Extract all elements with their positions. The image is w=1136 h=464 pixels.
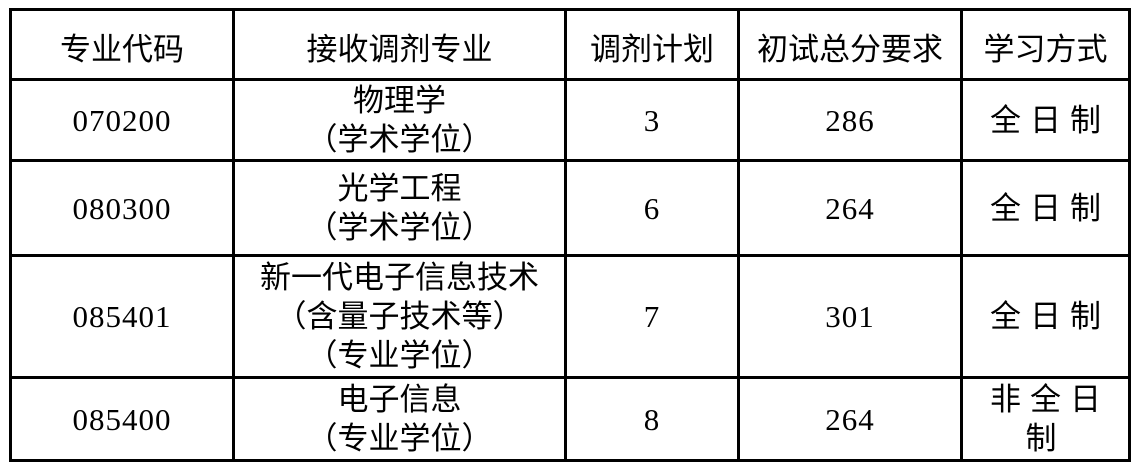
col-header-study-mode: 学习方式 [960, 8, 1131, 81]
cell-transfer-plan: 8 [564, 376, 740, 462]
cell-major-name: 新一代电子信息技术 （含量子技术等） （专业学位） [232, 254, 567, 379]
cell-major-code: 085401 [9, 254, 235, 379]
cell-study-mode: 非全日制 [960, 376, 1131, 462]
cell-score-requirement: 286 [737, 78, 963, 162]
cell-transfer-plan: 3 [564, 78, 740, 162]
table-row: 070200 物理学 （学术学位） 3 286 全日制 [9, 78, 1131, 162]
major-name-line: 物理学 [353, 83, 446, 118]
major-degree-type-line: （专业学位） [306, 421, 493, 456]
cell-major-code: 070200 [9, 78, 235, 162]
major-degree-type-line: （学术学位） [306, 122, 493, 157]
cell-study-mode: 全日制 [960, 78, 1131, 162]
cell-major-name: 电子信息 （专业学位） [232, 376, 567, 462]
cell-study-mode: 全日制 [960, 254, 1131, 379]
cell-major-name: 光学工程 （学术学位） [232, 159, 567, 257]
cell-score-requirement: 264 [737, 376, 963, 462]
cell-major-name: 物理学 （学术学位） [232, 78, 567, 162]
cell-major-code: 080300 [9, 159, 235, 257]
cell-transfer-plan: 7 [564, 254, 740, 379]
table-row: 085401 新一代电子信息技术 （含量子技术等） （专业学位） 7 301 全… [9, 254, 1131, 379]
table-row: 085400 电子信息 （专业学位） 8 264 非全日制 [9, 376, 1131, 462]
cell-transfer-plan: 6 [564, 159, 740, 257]
major-name-line: 电子信息 [337, 382, 462, 417]
cell-score-requirement: 264 [737, 159, 963, 257]
col-header-major-code: 专业代码 [9, 8, 235, 81]
col-header-accepted-transfer-major: 接收调剂专业 [232, 8, 567, 81]
major-name-note-line: （含量子技术等） [275, 299, 524, 334]
cell-score-requirement: 301 [737, 254, 963, 379]
admission-transfer-table: 专业代码 接收调剂专业 调剂计划 初试总分要求 学习方式 070200 物理学 … [9, 8, 1131, 462]
major-name-line: 新一代电子信息技术 [260, 260, 539, 295]
major-degree-type-line: （专业学位） [306, 338, 493, 373]
col-header-initial-exam-score-requirement: 初试总分要求 [737, 8, 963, 81]
cell-study-mode: 全日制 [960, 159, 1131, 257]
major-degree-type-line: （学术学位） [306, 210, 493, 245]
col-header-transfer-plan: 调剂计划 [564, 8, 740, 81]
table-header-row: 专业代码 接收调剂专业 调剂计划 初试总分要求 学习方式 [9, 8, 1131, 81]
cell-major-code: 085400 [9, 376, 235, 462]
major-name-line: 光学工程 [337, 171, 462, 206]
table-row: 080300 光学工程 （学术学位） 6 264 全日制 [9, 159, 1131, 257]
